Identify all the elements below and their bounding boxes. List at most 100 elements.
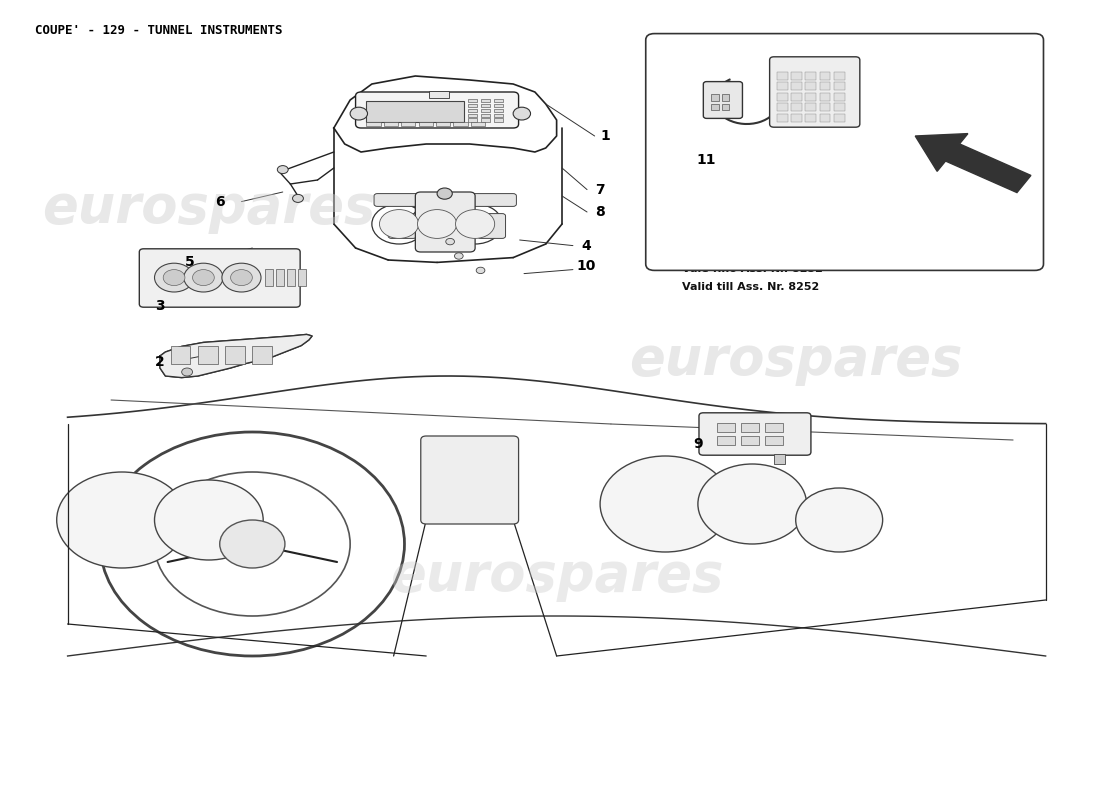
Bar bbox=[468, 114, 477, 117]
Bar bbox=[820, 114, 830, 122]
Bar bbox=[226, 346, 244, 364]
Circle shape bbox=[697, 464, 806, 544]
FancyBboxPatch shape bbox=[770, 57, 860, 127]
Text: 9: 9 bbox=[693, 437, 703, 451]
Bar bbox=[481, 118, 491, 122]
Bar bbox=[791, 72, 802, 80]
FancyBboxPatch shape bbox=[421, 436, 518, 524]
Bar bbox=[778, 93, 788, 101]
Circle shape bbox=[57, 472, 187, 568]
Bar bbox=[834, 82, 845, 90]
Text: COUPE' - 129 - TUNNEL INSTRUMENTS: COUPE' - 129 - TUNNEL INSTRUMENTS bbox=[35, 24, 283, 37]
Text: 2: 2 bbox=[155, 354, 165, 369]
FancyBboxPatch shape bbox=[140, 249, 300, 307]
Bar bbox=[402, 122, 416, 126]
Bar bbox=[384, 122, 398, 126]
Bar bbox=[791, 114, 802, 122]
Bar bbox=[741, 436, 759, 445]
Circle shape bbox=[601, 456, 730, 552]
Bar bbox=[468, 104, 477, 107]
Bar bbox=[429, 91, 449, 98]
Bar bbox=[778, 72, 788, 80]
Bar bbox=[774, 454, 784, 464]
Text: 5: 5 bbox=[185, 254, 195, 269]
Bar bbox=[419, 122, 432, 126]
Bar bbox=[481, 104, 491, 107]
Bar bbox=[494, 99, 504, 102]
Text: 10: 10 bbox=[576, 258, 595, 273]
Circle shape bbox=[293, 194, 304, 202]
Circle shape bbox=[350, 107, 367, 120]
FancyBboxPatch shape bbox=[477, 214, 506, 238]
Bar bbox=[791, 93, 802, 101]
Bar bbox=[722, 104, 729, 110]
Bar bbox=[791, 103, 802, 111]
Circle shape bbox=[154, 263, 194, 292]
Bar bbox=[471, 122, 485, 126]
Bar bbox=[198, 346, 218, 364]
FancyBboxPatch shape bbox=[698, 413, 811, 455]
Bar bbox=[820, 103, 830, 111]
Bar bbox=[834, 114, 845, 122]
Circle shape bbox=[379, 210, 419, 238]
Bar bbox=[820, 72, 830, 80]
Bar bbox=[805, 72, 816, 80]
Bar bbox=[711, 94, 718, 101]
Bar bbox=[805, 93, 816, 101]
Bar bbox=[252, 346, 272, 364]
Bar bbox=[778, 103, 788, 111]
Bar bbox=[265, 269, 273, 286]
FancyArrow shape bbox=[915, 134, 1031, 193]
Bar bbox=[481, 99, 491, 102]
Text: eurospares: eurospares bbox=[42, 182, 375, 234]
Bar bbox=[820, 93, 830, 101]
Bar bbox=[834, 93, 845, 101]
FancyBboxPatch shape bbox=[388, 214, 417, 238]
Bar bbox=[494, 109, 504, 112]
Bar bbox=[494, 118, 504, 122]
Bar bbox=[805, 114, 816, 122]
Polygon shape bbox=[160, 334, 312, 378]
Bar bbox=[494, 114, 504, 117]
Text: 1: 1 bbox=[601, 129, 610, 143]
Bar bbox=[717, 436, 735, 445]
Text: 4: 4 bbox=[581, 238, 591, 253]
Bar bbox=[711, 104, 718, 110]
Text: 7: 7 bbox=[595, 182, 605, 197]
Circle shape bbox=[455, 210, 495, 238]
FancyBboxPatch shape bbox=[703, 82, 742, 118]
Bar bbox=[820, 82, 830, 90]
Bar bbox=[722, 94, 729, 101]
FancyBboxPatch shape bbox=[450, 194, 516, 206]
Text: eurospares: eurospares bbox=[629, 334, 962, 386]
Bar bbox=[468, 118, 477, 122]
Bar bbox=[170, 346, 190, 364]
FancyBboxPatch shape bbox=[646, 34, 1044, 270]
FancyBboxPatch shape bbox=[416, 192, 475, 252]
Bar bbox=[276, 269, 284, 286]
Bar bbox=[834, 103, 845, 111]
Bar bbox=[778, 82, 788, 90]
Circle shape bbox=[192, 270, 215, 286]
Bar bbox=[834, 72, 845, 80]
Bar bbox=[741, 423, 759, 432]
Bar bbox=[791, 82, 802, 90]
Circle shape bbox=[163, 270, 185, 286]
Circle shape bbox=[513, 107, 530, 120]
Bar bbox=[366, 101, 464, 122]
Bar bbox=[494, 104, 504, 107]
Bar bbox=[778, 114, 788, 122]
Text: eurospares: eurospares bbox=[389, 550, 724, 602]
Bar bbox=[366, 122, 381, 126]
Bar bbox=[436, 122, 450, 126]
Text: 11: 11 bbox=[696, 153, 716, 167]
Circle shape bbox=[476, 267, 485, 274]
Text: 3: 3 bbox=[155, 299, 165, 314]
Circle shape bbox=[446, 238, 454, 245]
Text: 8: 8 bbox=[595, 205, 605, 219]
FancyBboxPatch shape bbox=[355, 92, 518, 128]
Bar bbox=[298, 269, 306, 286]
Circle shape bbox=[154, 480, 263, 560]
Bar bbox=[481, 109, 491, 112]
Bar bbox=[287, 269, 295, 286]
